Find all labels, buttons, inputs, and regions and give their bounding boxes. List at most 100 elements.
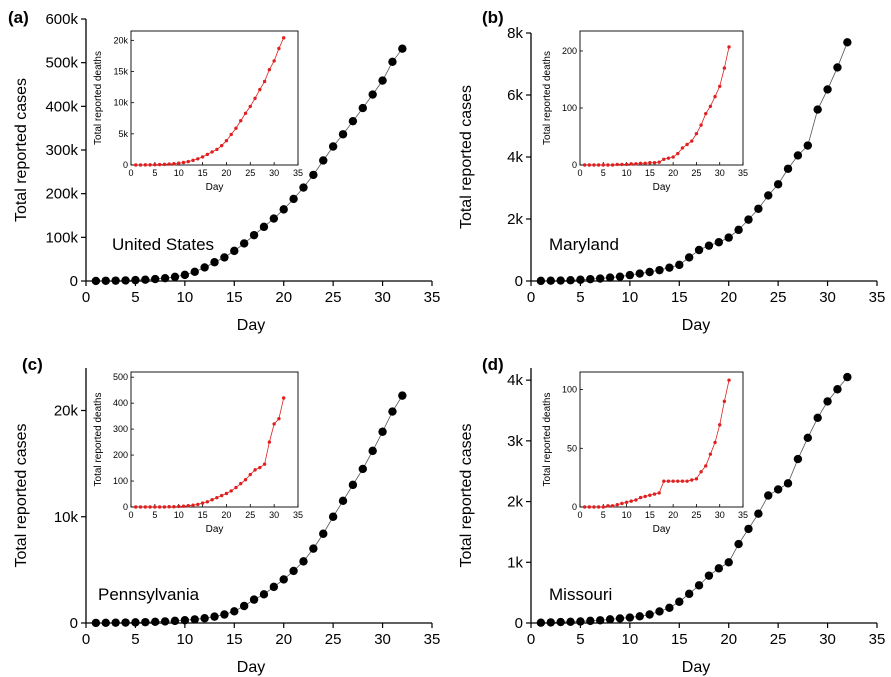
- inset-y-tick-label: 50: [567, 443, 577, 453]
- data-point: [348, 480, 358, 490]
- data-point: [121, 276, 130, 285]
- inset-data-point: [196, 157, 200, 161]
- data-point: [210, 258, 219, 267]
- data-point: [358, 464, 367, 474]
- inset-data-point: [718, 423, 722, 427]
- inset-x-tick-label: 10: [174, 168, 184, 178]
- data-point: [378, 427, 387, 436]
- data-point: [675, 260, 684, 270]
- inset-x-tick-label: 10: [622, 510, 632, 520]
- inset-data-point: [172, 505, 176, 509]
- inset-frame: [130, 371, 299, 508]
- inset-frame: [130, 30, 299, 166]
- y-tick-label: 20k: [54, 403, 79, 420]
- inset-data-point: [615, 162, 619, 167]
- data-point: [180, 270, 190, 280]
- inset-x-tick-label: 0: [577, 510, 582, 520]
- inset-data-point: [708, 452, 713, 456]
- region-label: Maryland: [549, 235, 619, 254]
- data-point: [625, 613, 635, 622]
- data-point: [843, 372, 852, 382]
- inset-x-axis-title: Day: [653, 182, 671, 193]
- y-tick-label: 2k: [507, 494, 523, 511]
- x-tick-label: 15: [671, 289, 688, 306]
- inset-data-point: [200, 501, 205, 505]
- data-point: [259, 222, 269, 232]
- y-axis-title: Total reported cases: [458, 85, 475, 229]
- inset-y-tick-label: 500: [113, 372, 128, 382]
- data-point: [131, 275, 140, 285]
- data-point: [101, 618, 110, 627]
- data-point: [398, 391, 407, 400]
- data-point: [546, 618, 555, 627]
- inset-data-point: [582, 505, 587, 509]
- inset-data-point: [205, 152, 210, 157]
- inset-data-point: [657, 160, 661, 164]
- inset-y-tick-label: 100: [113, 476, 128, 486]
- inset-data-point: [708, 104, 713, 108]
- x-tick-label: 0: [82, 289, 90, 306]
- inset-data-point: [210, 498, 214, 502]
- inset-x-tick-label: 5: [601, 510, 606, 520]
- data-point: [833, 63, 842, 72]
- inset-data-point: [676, 479, 680, 483]
- data-point: [576, 617, 585, 626]
- x-tick-label: 15: [226, 289, 243, 306]
- chart-panel-3: 0 5 10 15 20 25 30 35 0 1k 2k 3k 4k Day Total reported…: [458, 355, 885, 676]
- inset-data-point: [229, 489, 233, 493]
- inset-data-point: [224, 138, 229, 143]
- data-point: [566, 617, 575, 626]
- data-point: [645, 610, 654, 619]
- x-axis-title: Day: [682, 317, 710, 334]
- inset-data-point: [243, 111, 248, 115]
- inset-data-point: [699, 470, 703, 474]
- data-point: [299, 183, 308, 192]
- data-point: [566, 276, 575, 285]
- inset-data-point: [596, 505, 601, 509]
- inset-data-point: [167, 162, 171, 166]
- data-point: [655, 265, 664, 275]
- inset-data-point: [694, 131, 699, 136]
- data-point: [269, 582, 279, 592]
- inset-data-point: [657, 491, 661, 495]
- inset-data-point: [277, 46, 281, 51]
- data-point: [734, 539, 743, 549]
- inset-x-tick-label: 15: [198, 168, 208, 178]
- inset-data-point: [601, 163, 605, 167]
- inset-data-point: [181, 504, 186, 508]
- data-point: [239, 601, 249, 611]
- inset-data-point: [148, 505, 152, 509]
- data-point: [141, 275, 150, 284]
- data-point: [239, 239, 249, 248]
- data-point: [823, 85, 832, 94]
- inset-y-axis-title: Total reported deaths: [542, 51, 553, 145]
- inset-data-point: [148, 163, 152, 167]
- inset-data-point: [186, 159, 190, 164]
- inset-data-point: [138, 505, 143, 509]
- x-tick-label: 20: [275, 631, 292, 648]
- inset-data-point: [606, 504, 610, 508]
- inset-y-tick-label: 100: [562, 385, 577, 395]
- inset-data-point: [277, 417, 281, 421]
- y-tick-label: 6k: [507, 87, 523, 104]
- inset-data-point: [666, 156, 671, 160]
- data-point: [309, 170, 318, 180]
- inset-data-point: [234, 485, 238, 490]
- data-point: [793, 151, 803, 160]
- y-tick-label: 0: [515, 615, 523, 632]
- data-point: [655, 607, 664, 616]
- data-point: [368, 446, 377, 456]
- x-tick-label: 20: [720, 631, 737, 648]
- data-point: [319, 529, 328, 538]
- panel-label: (d): [482, 355, 504, 374]
- data-point: [586, 274, 595, 284]
- inset-data-point: [722, 399, 727, 404]
- data-point: [783, 479, 793, 488]
- inset-x-axis-title: Day: [653, 524, 671, 535]
- data-point: [170, 616, 180, 626]
- data-point: [338, 130, 348, 139]
- inset-data-point: [671, 155, 675, 159]
- inset-data-point: [662, 157, 666, 161]
- panel-label: (c): [22, 355, 43, 374]
- inset-data-point: [713, 94, 717, 99]
